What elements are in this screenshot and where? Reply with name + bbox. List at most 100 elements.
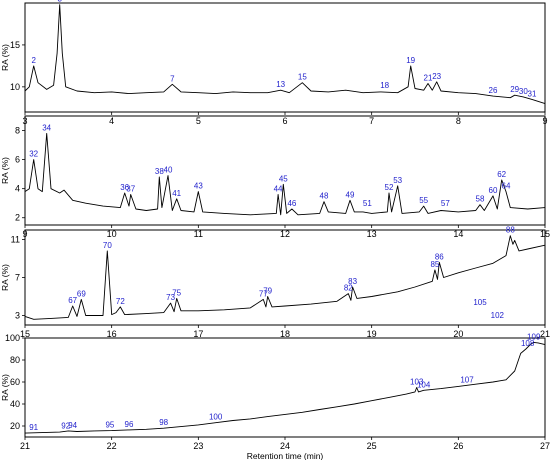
panel-4-x-tick-label: 21 (20, 441, 30, 451)
peak-label-94: 94 (68, 421, 77, 430)
peak-label-88: 88 (506, 226, 515, 235)
peak-label-62: 62 (497, 170, 506, 179)
peak-label-34: 34 (42, 123, 51, 132)
panel-3-x-tick-label: 21 (540, 329, 550, 339)
panel-4-y-tick-label: 20 (10, 421, 20, 431)
peak-label-52: 52 (385, 183, 394, 192)
panel-2-y-axis-label: RA (%) (0, 157, 10, 184)
peak-label-105: 105 (473, 298, 487, 307)
peak-label-92: 92 (61, 422, 70, 431)
peak-label-107: 107 (460, 375, 474, 384)
peak-label-7: 7 (170, 74, 175, 83)
panel-1-x-tick-label: 5 (196, 116, 201, 126)
panel-2-x-tick-label: 13 (367, 229, 377, 239)
panel-2-y-tick-label: 4 (15, 184, 20, 194)
panel-1-x-tick-label: 6 (282, 116, 287, 126)
peak-label-19: 19 (406, 56, 415, 65)
panel-1-y-tick-label: 10 (10, 82, 20, 92)
peak-label-60: 60 (489, 186, 498, 195)
panel-3-y-tick-label: 7 (15, 273, 20, 283)
peak-label-41: 41 (172, 189, 181, 198)
peak-label-46: 46 (287, 199, 296, 208)
panel-4-y-axis-label: RA (%) (0, 374, 10, 401)
panel-2-x-tick-label: 14 (453, 229, 463, 239)
panel-2-y-tick-label: 2 (15, 213, 20, 223)
panel-3-y-axis-label: RA (%) (0, 264, 10, 291)
peak-label-45: 45 (279, 174, 288, 183)
panel-1-y-tick-label: 15 (10, 40, 20, 50)
panel-4-x-tick-label: 23 (193, 441, 203, 451)
peak-label-30: 30 (519, 87, 528, 96)
peak-label-109: 109 (527, 332, 541, 341)
panel-4-frame (24, 337, 546, 438)
peak-label-13: 13 (276, 80, 285, 89)
peak-label-58: 58 (476, 195, 485, 204)
peak-label-70: 70 (103, 241, 112, 250)
peak-label-29: 29 (510, 85, 519, 94)
peak-label-86: 86 (435, 252, 444, 261)
peak-label-32: 32 (29, 150, 38, 159)
panel-4-trace (24, 341, 546, 434)
peak-label-82: 82 (344, 284, 353, 293)
panel-3-x-tick-label: 19 (367, 329, 377, 339)
peak-label-49: 49 (346, 190, 355, 199)
peak-label-100: 100 (209, 413, 223, 422)
panel-3-x-tick-label: 17 (193, 329, 203, 339)
peak-label-64: 64 (502, 182, 511, 191)
panel-1-x-tick-label: 7 (369, 116, 374, 126)
peak-label-26: 26 (489, 86, 498, 95)
panel-1-y-axis-label: RA (%) (0, 44, 10, 71)
panel-3-y-tick-label: 11 (11, 235, 20, 245)
peak-label-85: 85 (430, 260, 439, 269)
peak-label-98: 98 (159, 418, 168, 427)
peak-label-108: 108 (521, 339, 535, 348)
peak-label-48: 48 (320, 192, 329, 201)
peak-label-38: 38 (155, 167, 164, 176)
peak-label-23: 23 (432, 72, 441, 81)
panel-2-x-tick-label: 12 (280, 229, 290, 239)
peak-label-21: 21 (424, 73, 433, 82)
panel-3-x-tick-label: 16 (107, 329, 117, 339)
panel-2-trace (24, 132, 546, 216)
peak-label-72: 72 (116, 297, 125, 306)
peak-label-40: 40 (164, 166, 173, 175)
panel-2-y-tick-label: 6 (15, 155, 20, 165)
peak-label-3: 3 (57, 0, 62, 4)
panel-4-y-tick-label: 100 (5, 333, 20, 343)
panel-1-x-tick-label: 8 (456, 116, 461, 126)
peak-label-103: 103 (410, 378, 424, 387)
peak-label-53: 53 (393, 176, 402, 185)
panel-4-y-tick-label: 80 (10, 355, 20, 365)
panel-3-trace (24, 235, 546, 320)
panel-3-x-tick-label: 20 (453, 329, 463, 339)
panel-1-frame (24, 2, 546, 113)
peak-label-57: 57 (441, 199, 450, 208)
peak-label-15: 15 (298, 73, 307, 82)
peak-label-44: 44 (274, 184, 283, 193)
peak-label-73: 73 (166, 293, 175, 302)
panel-3-x-tick-label: 15 (20, 329, 30, 339)
panel-4-y-tick-label: 60 (10, 377, 20, 387)
peak-label-69: 69 (77, 289, 86, 298)
panel-4-x-tick-label: 27 (540, 441, 550, 451)
peak-label-55: 55 (419, 196, 428, 205)
peak-label-36: 36 (120, 183, 129, 192)
peak-label-104: 104 (417, 380, 431, 389)
peak-label-96: 96 (125, 420, 134, 429)
panel-2-y-tick-label: 8 (15, 126, 20, 136)
panel-4-x-tick-label: 25 (367, 441, 377, 451)
panel-2-frame (24, 115, 546, 226)
panel-3-y-tick-label: 3 (15, 311, 20, 321)
panel-2-x-tick-label: 11 (194, 229, 203, 239)
panel-4-x-tick-label: 24 (280, 441, 290, 451)
peak-label-37: 37 (126, 184, 135, 193)
peak-label-2: 2 (31, 56, 36, 65)
panel-3-x-tick-label: 18 (280, 329, 290, 339)
peak-label-79: 79 (263, 287, 272, 296)
peak-label-18: 18 (380, 81, 389, 90)
panel-4-x-tick-label: 22 (107, 441, 117, 451)
peak-label-51: 51 (363, 199, 372, 208)
panel-1-trace (24, 4, 546, 105)
peak-label-83: 83 (348, 277, 357, 286)
panel-2-x-tick-label: 10 (107, 229, 117, 239)
